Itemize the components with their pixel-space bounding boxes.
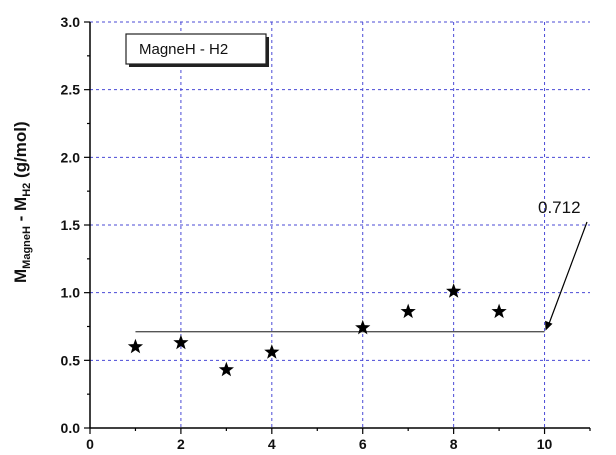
data-point-star <box>446 283 462 298</box>
legend-label: MagneH - H2 <box>139 41 228 58</box>
data-point-star <box>127 338 144 354</box>
annotation-arrowhead <box>545 320 553 331</box>
legend-box <box>125 33 267 65</box>
data-point-star <box>173 334 189 350</box>
data-point-star <box>400 303 416 319</box>
annotation-arrow <box>546 221 588 328</box>
y-tick-label: 0.0 <box>61 420 81 436</box>
grid <box>90 21 590 428</box>
data-points <box>127 283 507 377</box>
y-axis-title: MMagneH - MH2 (g/mol) <box>11 121 33 283</box>
y-tick-label: 2.5 <box>61 82 81 98</box>
x-tick-label: 2 <box>177 436 185 452</box>
data-point-star <box>264 344 280 359</box>
y-axis-title-tail: (g/mol) <box>11 121 30 182</box>
data-point-star <box>355 319 371 335</box>
annotation-label: 0.712 <box>538 198 581 217</box>
y-tick-label: 3.0 <box>61 14 81 30</box>
y-tick-label: 1.5 <box>61 217 81 233</box>
y-tick-label: 0.5 <box>61 352 81 368</box>
data-point-star <box>218 361 234 377</box>
y-axis-title-sub1: MagneH <box>21 226 33 269</box>
y-axis-title-mid: - M <box>11 197 30 226</box>
x-tick-label: 0 <box>86 436 94 452</box>
y-tick-label: 2.0 <box>61 149 81 165</box>
svg-text:MMagneH - MH2 (g/mol): MMagneH - MH2 (g/mol) <box>11 121 33 283</box>
legend-box-shadow <box>266 37 269 67</box>
y-axis-title-main1: M <box>11 269 30 283</box>
axes <box>84 21 591 434</box>
x-tick-label: 8 <box>450 436 458 452</box>
legend: MagneH - H2 <box>125 33 269 67</box>
annotation: 0.712 <box>538 198 588 331</box>
tick-labels: 0 2 4 6 8 10 0.0 0.5 1.0 1.5 2.0 2.5 3.0 <box>61 14 553 452</box>
legend-box-shadow-bottom <box>129 64 269 67</box>
data-point-star <box>491 303 507 319</box>
y-axis-title-sub2: H2 <box>21 183 33 197</box>
y-tick-label: 1.0 <box>61 285 81 301</box>
x-tick-label: 6 <box>359 436 367 452</box>
x-tick-label: 10 <box>537 436 553 452</box>
x-tick-label: 4 <box>268 436 276 452</box>
